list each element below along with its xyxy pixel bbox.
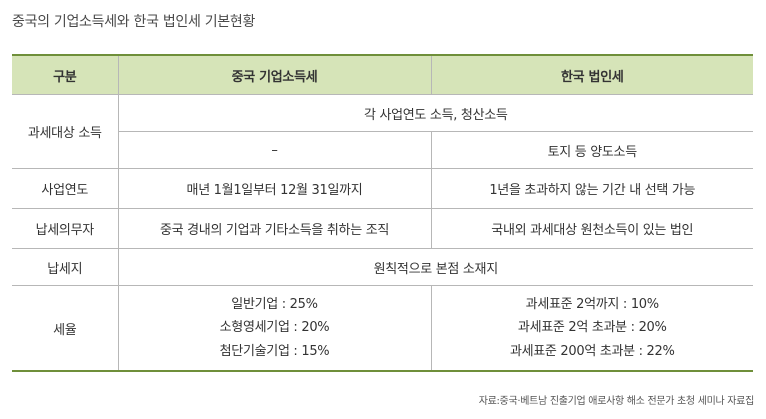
tax-rate-china-line: 소형영세기업 : 20% xyxy=(219,320,330,336)
taxpayer-korea: 국내외 과세대상 원천소득이 있는 법인 xyxy=(430,208,753,249)
comparison-table: 구분 중국 기업소득세 한국 법인세 과세대상 소득 각 사업연도 소득, 청산… xyxy=(12,54,753,372)
row-label-tax-location: 납세지 xyxy=(12,248,119,286)
header-category: 구분 xyxy=(12,54,119,95)
page-title: 중국의 기업소득세와 한국 법인세 기본현황 xyxy=(12,14,256,30)
header-china: 중국 기업소득세 xyxy=(117,54,432,95)
table-row: 과세대상 소득 각 사업연도 소득, 청산소득 xyxy=(12,94,753,169)
row-label-tax-rate: 세율 xyxy=(12,285,119,372)
table-row: 세율 일반기업 : 25% 소형영세기업 : 20% 첨단기술기업 : 15% … xyxy=(12,285,753,372)
fiscal-year-korea: 1년을 초과하지 않는 기간 내 선택 가능 xyxy=(430,168,753,209)
row-label-fiscal-year: 사업연도 xyxy=(12,168,119,209)
source-note: 자료:중국·베트남 진출기업 애로사항 해소 전문가 초청 세미나 자료집 xyxy=(478,396,755,407)
tax-rate-china: 일반기업 : 25% 소형영세기업 : 20% 첨단기술기업 : 15% xyxy=(117,285,432,372)
tax-rate-korea: 과세표준 2억까지 : 10% 과세표준 2억 초과분 : 20% 과세표준 2… xyxy=(430,285,753,372)
taxable-income-korea: 토지 등 양도소득 xyxy=(430,131,753,169)
tax-rate-korea-line: 과세표준 2억 초과분 : 20% xyxy=(517,320,667,336)
taxable-income-common: 각 사업연도 소득, 청산소득 xyxy=(117,94,753,132)
tax-rate-korea-line: 과세표준 200억 초과분 : 22% xyxy=(509,343,675,359)
table-header-row: 구분 중국 기업소득세 한국 법인세 xyxy=(12,54,753,95)
tax-rate-korea-line: 과세표준 2억까지 : 10% xyxy=(525,296,659,312)
table-row: 사업연도 매년 1월1일부터 12월 31일까지 1년을 초과하지 않는 기간 … xyxy=(12,168,753,209)
tax-rate-china-line: 일반기업 : 25% xyxy=(231,296,318,312)
row-label-taxable-income: 과세대상 소득 xyxy=(12,94,119,169)
tax-location-common: 원칙적으로 본점 소재지 xyxy=(117,248,753,286)
table-row: – 토지 등 양도소득 xyxy=(12,131,753,169)
table-row: 납세의무자 중국 경내의 기업과 기타소득을 취하는 조직 국내외 과세대상 원… xyxy=(12,208,753,249)
header-korea: 한국 법인세 xyxy=(430,54,753,95)
row-label-taxpayer: 납세의무자 xyxy=(12,208,119,249)
fiscal-year-china: 매년 1월1일부터 12월 31일까지 xyxy=(117,168,432,209)
taxpayer-china: 중국 경내의 기업과 기타소득을 취하는 조직 xyxy=(117,208,432,249)
tax-rate-china-line: 첨단기술기업 : 15% xyxy=(219,343,330,359)
taxable-income-china: – xyxy=(118,131,432,169)
table-row: 납세지 원칙적으로 본점 소재지 xyxy=(12,248,753,286)
